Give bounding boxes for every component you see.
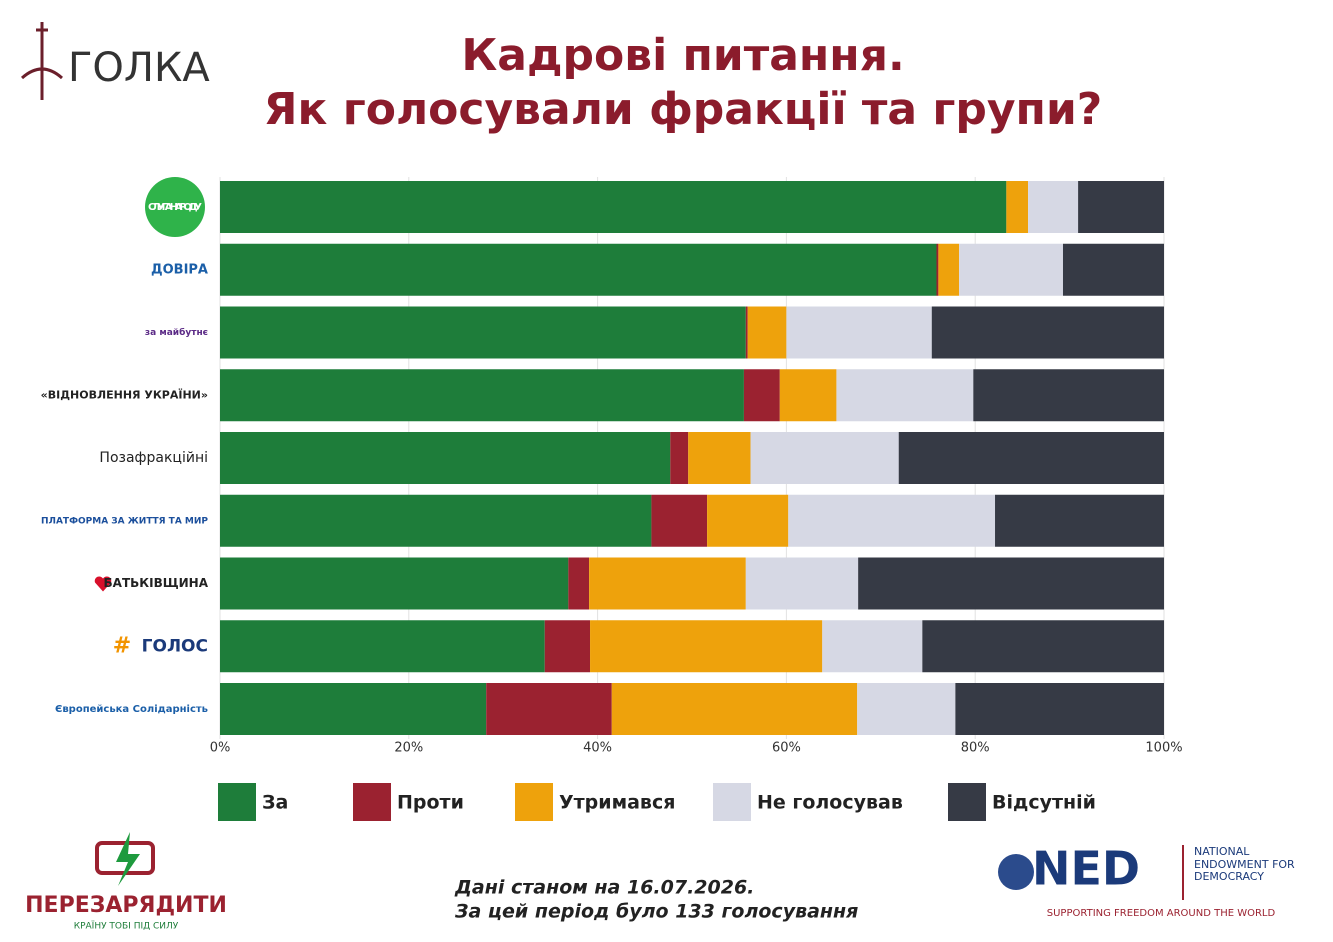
- chart-title: Кадрові питання.: [461, 30, 904, 81]
- bar-segment: [590, 620, 823, 673]
- plot: 0% 20% 40% 60% 80% 100% СЛУГА НАРОДУ ДОВІРА за м…: [41, 177, 1183, 821]
- ned-globe: [998, 854, 1034, 890]
- bar-segment: [220, 432, 671, 484]
- bar-segment: [959, 243, 1063, 296]
- chart-subtitle: Як голосували фракції та групи?: [264, 84, 1103, 135]
- category-logo: [145, 177, 205, 237]
- logo-mark: [20, 22, 64, 100]
- category-label: ПЛАТФОРМА ЗА ЖИТТЯ ТА МИР: [41, 516, 208, 526]
- bar-segment: [788, 494, 996, 547]
- bar-segment: [544, 620, 591, 673]
- category-label: за майбутнє: [145, 327, 208, 338]
- legend-label: Проти: [397, 792, 464, 814]
- category-logo: #: [113, 633, 131, 658]
- ned-slogan: SUPPORTING FREEDOM AROUND THE WORLD: [1047, 908, 1276, 919]
- category-label: Позафракційні: [99, 450, 208, 466]
- x-tick-label: 0%: [210, 741, 231, 756]
- bar-segment: [1078, 181, 1164, 233]
- x-tick-label: 20%: [394, 741, 423, 756]
- bar-segment: [220, 620, 545, 673]
- x-tick-label: 40%: [583, 741, 612, 756]
- legend-swatch: [353, 783, 391, 821]
- x-tick-label: 60%: [772, 741, 801, 756]
- bar-segment: [822, 620, 923, 673]
- legend-label: Відсутній: [992, 792, 1096, 814]
- category-logo: [94, 576, 112, 592]
- legend-swatch: [948, 783, 986, 821]
- bar-segment: [779, 369, 837, 422]
- bar-segment: [745, 306, 748, 359]
- category-label: ДОВІРА: [151, 262, 208, 277]
- bar-segment: [745, 557, 859, 610]
- bar-segment: [1006, 181, 1029, 233]
- bar-segment: [786, 306, 932, 359]
- bar-segment: [898, 432, 1164, 484]
- legend-label: Не голосував: [757, 792, 903, 814]
- bar-segment: [1062, 243, 1164, 296]
- x-tick-label: 100%: [1145, 741, 1182, 756]
- bar-segment: [651, 494, 708, 547]
- bar-segment: [922, 620, 1164, 673]
- footer-note: За цей період було 133 голосування: [454, 901, 858, 923]
- bar-segment: [220, 243, 937, 296]
- category-label: Європейська Солідарність: [55, 704, 208, 715]
- bar-segment: [995, 494, 1164, 547]
- bar-segment: [858, 557, 1164, 610]
- ned-logo: NED: [1032, 842, 1140, 896]
- bar-segment: [743, 369, 780, 422]
- legend-swatch: [515, 783, 553, 821]
- bar-segment: [973, 369, 1164, 422]
- ned-name-box: NATIONAL ENDOWMENT FOR DEMOCRACY: [1194, 846, 1295, 883]
- bar-segment: [747, 306, 787, 359]
- bar-segment: [486, 683, 612, 735]
- ned-name: NATIONAL ENDOWMENT FOR DEMOCRACY: [1194, 846, 1295, 883]
- bar-segment: [938, 243, 960, 296]
- footer-note: Дані станом на 16.07.2026.: [454, 877, 754, 899]
- category-label: «ВІДНОВЛЕННЯ УКРАЇНИ»: [41, 387, 208, 401]
- bar-segment: [707, 494, 789, 547]
- x-tick-label: 80%: [961, 741, 990, 756]
- bar-segment: [1028, 181, 1079, 233]
- bar-segment: [220, 306, 746, 359]
- bar-segment: [220, 494, 652, 547]
- category-label: ГОЛОС: [142, 636, 208, 656]
- legend-label: За: [262, 792, 288, 814]
- footer-left-icon: [95, 832, 155, 886]
- bar-segment: [670, 432, 689, 484]
- bar-segment: [220, 369, 744, 422]
- bar-segment: [750, 432, 899, 484]
- footer-left-slogan: КРАЇНУ ТОБІ ПІД СИЛУ: [74, 921, 179, 932]
- legend-label: Утримався: [559, 792, 675, 814]
- legend-swatch: [713, 783, 751, 821]
- bar-segment: [931, 306, 1164, 359]
- logo-text: ГОЛКА: [68, 45, 210, 91]
- bar-segment: [936, 243, 939, 296]
- category-label: БАТЬКІВЩИНА: [104, 576, 209, 590]
- bar-segment: [611, 683, 858, 735]
- category-label: СЛУГА НАРОДУ: [148, 202, 202, 213]
- bar-segment: [220, 683, 487, 735]
- legend-swatch: [218, 783, 256, 821]
- bar-segment: [955, 683, 1164, 735]
- bar-segment: [688, 432, 751, 484]
- footer-left-logo: ПЕРЕЗАРЯДИТИ: [25, 893, 227, 918]
- bar-segment: [568, 557, 590, 610]
- bar-segment: [220, 181, 1007, 233]
- bar-segment: [220, 557, 569, 610]
- bar-segment: [589, 557, 746, 610]
- bar-segment: [857, 683, 956, 735]
- bar-segment: [836, 369, 974, 422]
